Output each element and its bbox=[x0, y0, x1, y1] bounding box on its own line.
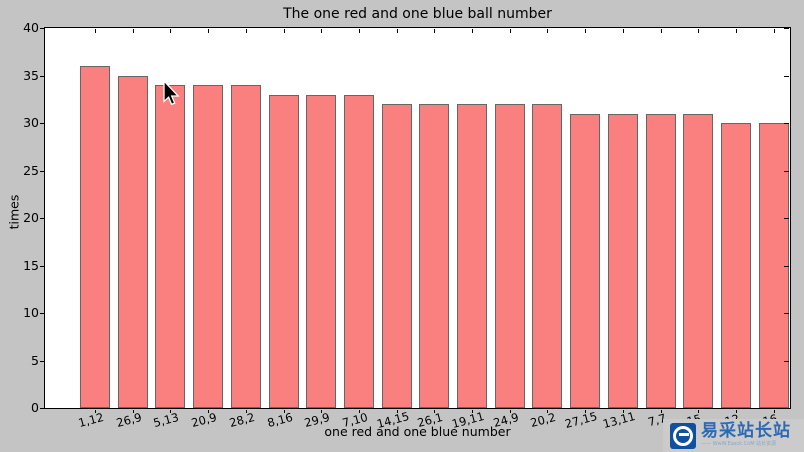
bar bbox=[193, 85, 224, 408]
bar bbox=[532, 104, 563, 408]
x-tick-top bbox=[358, 29, 360, 33]
y-tick-right bbox=[784, 75, 789, 77]
x-tick-top bbox=[321, 29, 323, 33]
x-tick-top bbox=[698, 29, 700, 33]
y-tick-left bbox=[40, 170, 45, 172]
bar bbox=[720, 123, 751, 408]
watermark: 易采站长站 —— WwW.Easck.CoM 站长资源 bbox=[663, 419, 804, 452]
x-tick-top bbox=[283, 29, 285, 33]
x-tick-top bbox=[95, 29, 96, 33]
x-tick-bottom bbox=[95, 410, 96, 413]
y-tick-label: 20 bbox=[23, 210, 39, 225]
x-tick-top bbox=[245, 29, 247, 33]
y-tick-left bbox=[40, 123, 45, 124]
y-tick-label: 5 bbox=[31, 352, 39, 368]
bar bbox=[419, 104, 450, 408]
x-tick-bottom bbox=[434, 410, 436, 413]
x-tick-bottom bbox=[735, 410, 737, 413]
x-axis-label: one red and one blue number bbox=[324, 424, 511, 439]
watermark-site-name: 易采站长站 bbox=[701, 421, 791, 441]
bar bbox=[268, 94, 299, 408]
y-tick-right bbox=[784, 313, 789, 314]
y-tick-right bbox=[784, 123, 789, 124]
x-tick-bottom bbox=[170, 410, 172, 413]
x-tick-bottom bbox=[396, 410, 398, 413]
x-tick-bottom bbox=[773, 410, 775, 413]
y-tick-left bbox=[40, 408, 45, 409]
y-tick-label: 25 bbox=[23, 162, 39, 178]
x-tick-bottom bbox=[321, 410, 323, 413]
y-tick-right bbox=[784, 170, 789, 172]
x-tick-bottom bbox=[245, 410, 247, 413]
watermark-text: 易采站长站 —— WwW.Easck.CoM 站长资源 bbox=[701, 421, 801, 448]
bar bbox=[381, 104, 412, 408]
y-tick-label: 40 bbox=[23, 20, 39, 35]
x-tick-bottom bbox=[585, 410, 587, 413]
bar bbox=[607, 113, 638, 408]
x-tick-bottom bbox=[283, 410, 285, 413]
x-tick-top bbox=[622, 29, 624, 33]
x-tick-top bbox=[396, 29, 398, 33]
easck-logo-icon bbox=[670, 423, 696, 449]
bar bbox=[80, 66, 110, 408]
x-tick-bottom bbox=[472, 410, 473, 413]
bar bbox=[683, 113, 714, 408]
y-tick-left bbox=[40, 75, 45, 77]
x-tick-top bbox=[132, 29, 134, 33]
bar bbox=[645, 113, 676, 408]
y-tick-left bbox=[40, 313, 45, 314]
x-tick-bottom bbox=[358, 410, 360, 413]
y-tick-right bbox=[784, 265, 789, 267]
y-tick-left bbox=[40, 28, 45, 29]
x-tick-top bbox=[773, 29, 775, 33]
x-tick-bottom bbox=[660, 410, 662, 413]
bar bbox=[570, 113, 601, 408]
y-tick-left bbox=[40, 360, 45, 362]
x-tick-bottom bbox=[509, 410, 511, 413]
x-tick-top bbox=[208, 29, 210, 33]
x-tick-bottom bbox=[622, 410, 624, 413]
mouse-cursor-icon bbox=[163, 79, 181, 110]
y-tick-right bbox=[784, 360, 789, 362]
bar bbox=[155, 85, 186, 408]
y-tick-right bbox=[784, 408, 789, 409]
x-tick-top bbox=[735, 29, 737, 33]
x-tick-top bbox=[434, 29, 436, 33]
y-tick-label: 10 bbox=[23, 305, 39, 320]
bar bbox=[230, 85, 261, 408]
x-tick-bottom bbox=[698, 410, 700, 413]
x-tick-bottom bbox=[547, 410, 549, 413]
bar bbox=[306, 94, 337, 408]
x-tick-top bbox=[170, 29, 172, 33]
y-tick-label: 0 bbox=[31, 400, 39, 415]
bar bbox=[457, 104, 487, 408]
watermark-tagline: —— WwW.Easck.CoM 站长资源 bbox=[701, 441, 777, 447]
x-tick-bottom bbox=[208, 410, 210, 413]
x-tick-top bbox=[509, 29, 511, 33]
y-tick-right bbox=[784, 218, 789, 219]
x-tick-top bbox=[472, 29, 473, 33]
y-tick-label: 35 bbox=[23, 67, 39, 83]
x-tick-bottom bbox=[132, 410, 134, 413]
y-tick-left bbox=[40, 218, 45, 219]
y-tick-left bbox=[40, 265, 45, 267]
bar bbox=[117, 75, 148, 408]
x-tick-top bbox=[585, 29, 587, 33]
x-tick-top bbox=[547, 29, 549, 33]
x-tick-top bbox=[660, 29, 662, 33]
chart-title: The one red and one blue ball number bbox=[283, 6, 552, 22]
y-tick-right bbox=[784, 28, 789, 29]
bar bbox=[494, 104, 525, 408]
y-tick-label: 15 bbox=[23, 257, 39, 273]
y-tick-label: 30 bbox=[23, 115, 39, 130]
bar bbox=[343, 94, 374, 408]
